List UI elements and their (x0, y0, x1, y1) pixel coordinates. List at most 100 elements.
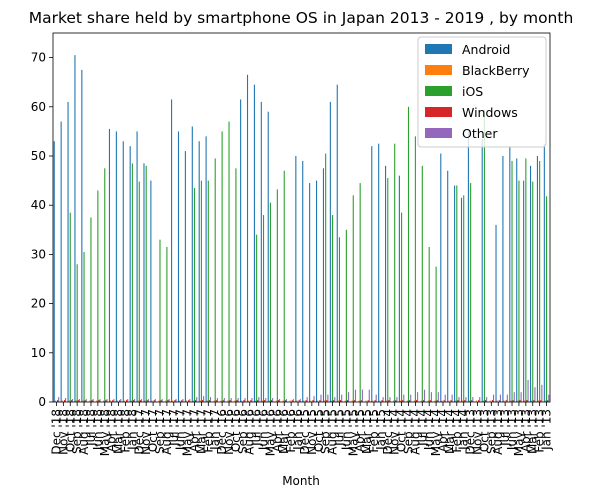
x-tick-label: Mar '13 (526, 409, 540, 454)
x-tick-label: May '15 (346, 409, 360, 456)
bar-other-16 (168, 399, 170, 402)
bar-android-35 (295, 156, 297, 402)
bar-windows-29 (257, 400, 259, 402)
bar-blackberry-24 (220, 400, 222, 402)
x-tick-label: Jul '17 (167, 409, 181, 447)
x-tick-label: Nov '16 (222, 409, 236, 455)
bar-android-47 (378, 143, 380, 402)
bar-blackberry-31 (268, 400, 270, 402)
y-tick-label: 0 (38, 395, 46, 409)
bar-windows-20 (195, 400, 197, 402)
bar-android-48 (385, 165, 387, 402)
bar-android-50 (398, 175, 400, 402)
bar-ios-24 (221, 131, 223, 402)
x-tick-label: Jun '16 (257, 409, 271, 451)
bar-android-70 (536, 156, 538, 402)
y-tick-label: 70 (31, 51, 46, 65)
bar-windows-11 (132, 400, 135, 402)
bar-android-30 (260, 101, 262, 402)
bar-android-56 (440, 153, 442, 402)
bar-blackberry-15 (158, 400, 160, 402)
bar-other-22 (209, 397, 212, 402)
bar-blackberry-16 (165, 400, 167, 402)
legend-frame (417, 36, 547, 148)
bar-windows-49 (395, 400, 397, 402)
bar-ios-6 (97, 190, 99, 402)
x-tick-label: Jan '15 (374, 409, 388, 451)
x-tick-label: Oct '17 (146, 409, 160, 452)
y-tick-label: 20 (31, 297, 46, 311)
bar-android-65 (502, 156, 504, 402)
bar-blackberry-32 (275, 400, 277, 402)
bar-blackberry-44 (358, 400, 360, 402)
bar-windows-39 (326, 400, 328, 402)
bar-windows-10 (126, 400, 128, 402)
x-tick-label: Dec '13 (464, 409, 478, 455)
bar-other-36 (306, 397, 308, 402)
bar-windows-46 (374, 400, 376, 402)
x-tick-label: Oct '16 (229, 409, 243, 452)
chart-title: Market share held by smartphone OS in Ja… (29, 9, 574, 27)
x-tick-label: Apr '15 (353, 409, 367, 452)
bar-windows-37 (312, 400, 314, 402)
bar-blackberry-28 (248, 400, 250, 402)
bar-windows-1 (63, 400, 66, 402)
bar-other-68 (527, 379, 529, 402)
bar-other-28 (251, 398, 253, 402)
bar-other-69 (534, 387, 536, 402)
bar-windows-60 (471, 400, 473, 402)
bar-android-40 (329, 101, 331, 402)
bar-blackberry-47 (379, 400, 381, 402)
bar-other-42 (348, 392, 350, 402)
legend-swatch-windows (425, 107, 452, 117)
bar-blackberry-0 (54, 400, 56, 402)
x-tick-label: Nov '13 (471, 409, 485, 455)
bar-other-7 (106, 399, 108, 402)
x-tick-label: Aug '14 (408, 409, 422, 455)
bar-blackberry-7 (103, 400, 105, 402)
bar-other-0 (58, 397, 60, 402)
bar-ios-51 (407, 106, 410, 403)
bar-windows-9 (119, 400, 121, 402)
legend-swatch-android (425, 44, 452, 54)
x-tick-label: Jul '14 (415, 409, 429, 447)
bar-windows-5 (91, 400, 93, 402)
bar-other-41 (341, 394, 343, 402)
bar-blackberry-27 (241, 400, 243, 402)
bar-android-0 (53, 141, 55, 403)
bar-other-57 (451, 394, 453, 402)
bar-blackberry-56 (441, 400, 443, 402)
bar-windows-45 (367, 400, 369, 402)
bar-windows-55 (436, 400, 438, 402)
bar-other-20 (196, 397, 198, 402)
bar-ios-33 (283, 170, 285, 402)
bar-ios-58 (456, 185, 458, 402)
bar-other-23 (216, 398, 218, 402)
bar-other-10 (127, 399, 129, 402)
bar-windows-16 (167, 400, 169, 402)
y-tick-label: 30 (31, 247, 46, 261)
bar-ios-30 (262, 215, 265, 402)
bar-other-55 (437, 392, 439, 402)
x-tick-label: Jun '15 (339, 409, 353, 451)
x-tick-label: Sep '14 (401, 409, 415, 454)
bar-android-66 (509, 146, 511, 402)
bar-other-44 (361, 389, 363, 402)
bar-ios-69 (532, 181, 534, 402)
bar-android-11 (129, 146, 131, 402)
bar-android-19 (184, 151, 186, 402)
bar-ios-59 (463, 195, 465, 402)
bar-other-26 (237, 398, 239, 402)
x-tick-label: Dec '18 (49, 409, 63, 455)
bar-ios-23 (214, 158, 216, 402)
x-tick-label: Feb '13 (533, 409, 547, 453)
bar-blackberry-3 (75, 400, 77, 402)
bar-blackberry-63 (489, 400, 491, 402)
bar-windows-69 (533, 400, 535, 402)
bar-windows-6 (98, 400, 100, 402)
bar-other-27 (244, 398, 246, 402)
bar-blackberry-23 (213, 400, 215, 402)
bar-android-68 (523, 180, 525, 402)
x-tick-label: Feb '15 (367, 409, 381, 453)
legend-swatch-ios (425, 86, 452, 96)
